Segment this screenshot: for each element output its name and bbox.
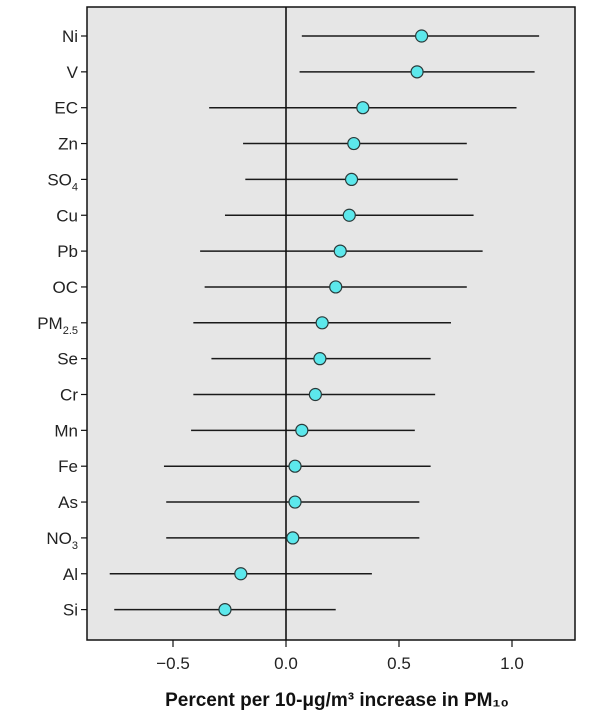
category-label-ni: Ni bbox=[62, 27, 78, 46]
estimate-point-pb bbox=[333, 244, 347, 258]
category-label-pb: Pb bbox=[57, 242, 78, 261]
estimate-point-zn bbox=[347, 136, 361, 151]
estimate-point-v bbox=[410, 65, 424, 79]
estimate-point-fe bbox=[288, 459, 302, 473]
estimate-point-as bbox=[288, 495, 302, 509]
category-labels-group: Ni V EC Zn SO4 Cu Pb OC PM2.5 Se Cr Mn Fe As NO3 Al Si bbox=[37, 27, 78, 620]
x-tick-label: 0.0 bbox=[274, 654, 298, 673]
x-tick-label: 0.5 bbox=[387, 654, 411, 673]
category-label-cr: Cr bbox=[60, 386, 78, 405]
category-label-zn: Zn bbox=[58, 135, 78, 154]
category-label-mn: Mn bbox=[54, 421, 78, 440]
estimate-point-cr bbox=[308, 387, 322, 402]
estimate-point-al bbox=[234, 567, 248, 581]
estimate-point-se bbox=[313, 352, 327, 366]
estimate-point-cu bbox=[342, 208, 356, 222]
category-label-so4: SO4 bbox=[47, 170, 78, 193]
category-label-v: V bbox=[67, 63, 79, 82]
category-label-al: Al bbox=[63, 565, 78, 584]
estimate-point-ec bbox=[356, 101, 370, 115]
category-label-as: As bbox=[58, 493, 78, 512]
x-tick-label: −0.5 bbox=[156, 654, 190, 673]
estimate-point-so4 bbox=[344, 172, 359, 186]
estimate-point-mn bbox=[295, 423, 309, 437]
category-label-pm25: PM2.5 bbox=[37, 314, 78, 337]
category-label-fe: Fe bbox=[58, 457, 78, 476]
estimate-point-si bbox=[218, 602, 232, 617]
category-label-no3: NO3 bbox=[46, 529, 78, 552]
estimate-point-ni bbox=[415, 29, 429, 43]
x-tick-label: 1.0 bbox=[500, 654, 524, 673]
estimate-point-no3 bbox=[286, 531, 300, 545]
category-label-ec: EC bbox=[54, 99, 78, 118]
category-label-se: Se bbox=[57, 350, 78, 369]
x-axis-label: Percent per 10-μg/m³ increase in PM₁₀ bbox=[165, 690, 509, 711]
category-label-cu: Cu bbox=[56, 206, 78, 225]
estimate-point-pm25 bbox=[315, 316, 329, 330]
estimate-points-group bbox=[218, 29, 429, 617]
plot-frame bbox=[86, 6, 576, 641]
x-ticks-group: −0.5 0.0 0.5 1.0 bbox=[156, 640, 524, 673]
estimate-point-oc bbox=[329, 280, 343, 294]
y-tick-marks-group bbox=[81, 35, 87, 611]
category-label-oc: OC bbox=[53, 278, 79, 297]
category-label-si: Si bbox=[63, 601, 78, 620]
